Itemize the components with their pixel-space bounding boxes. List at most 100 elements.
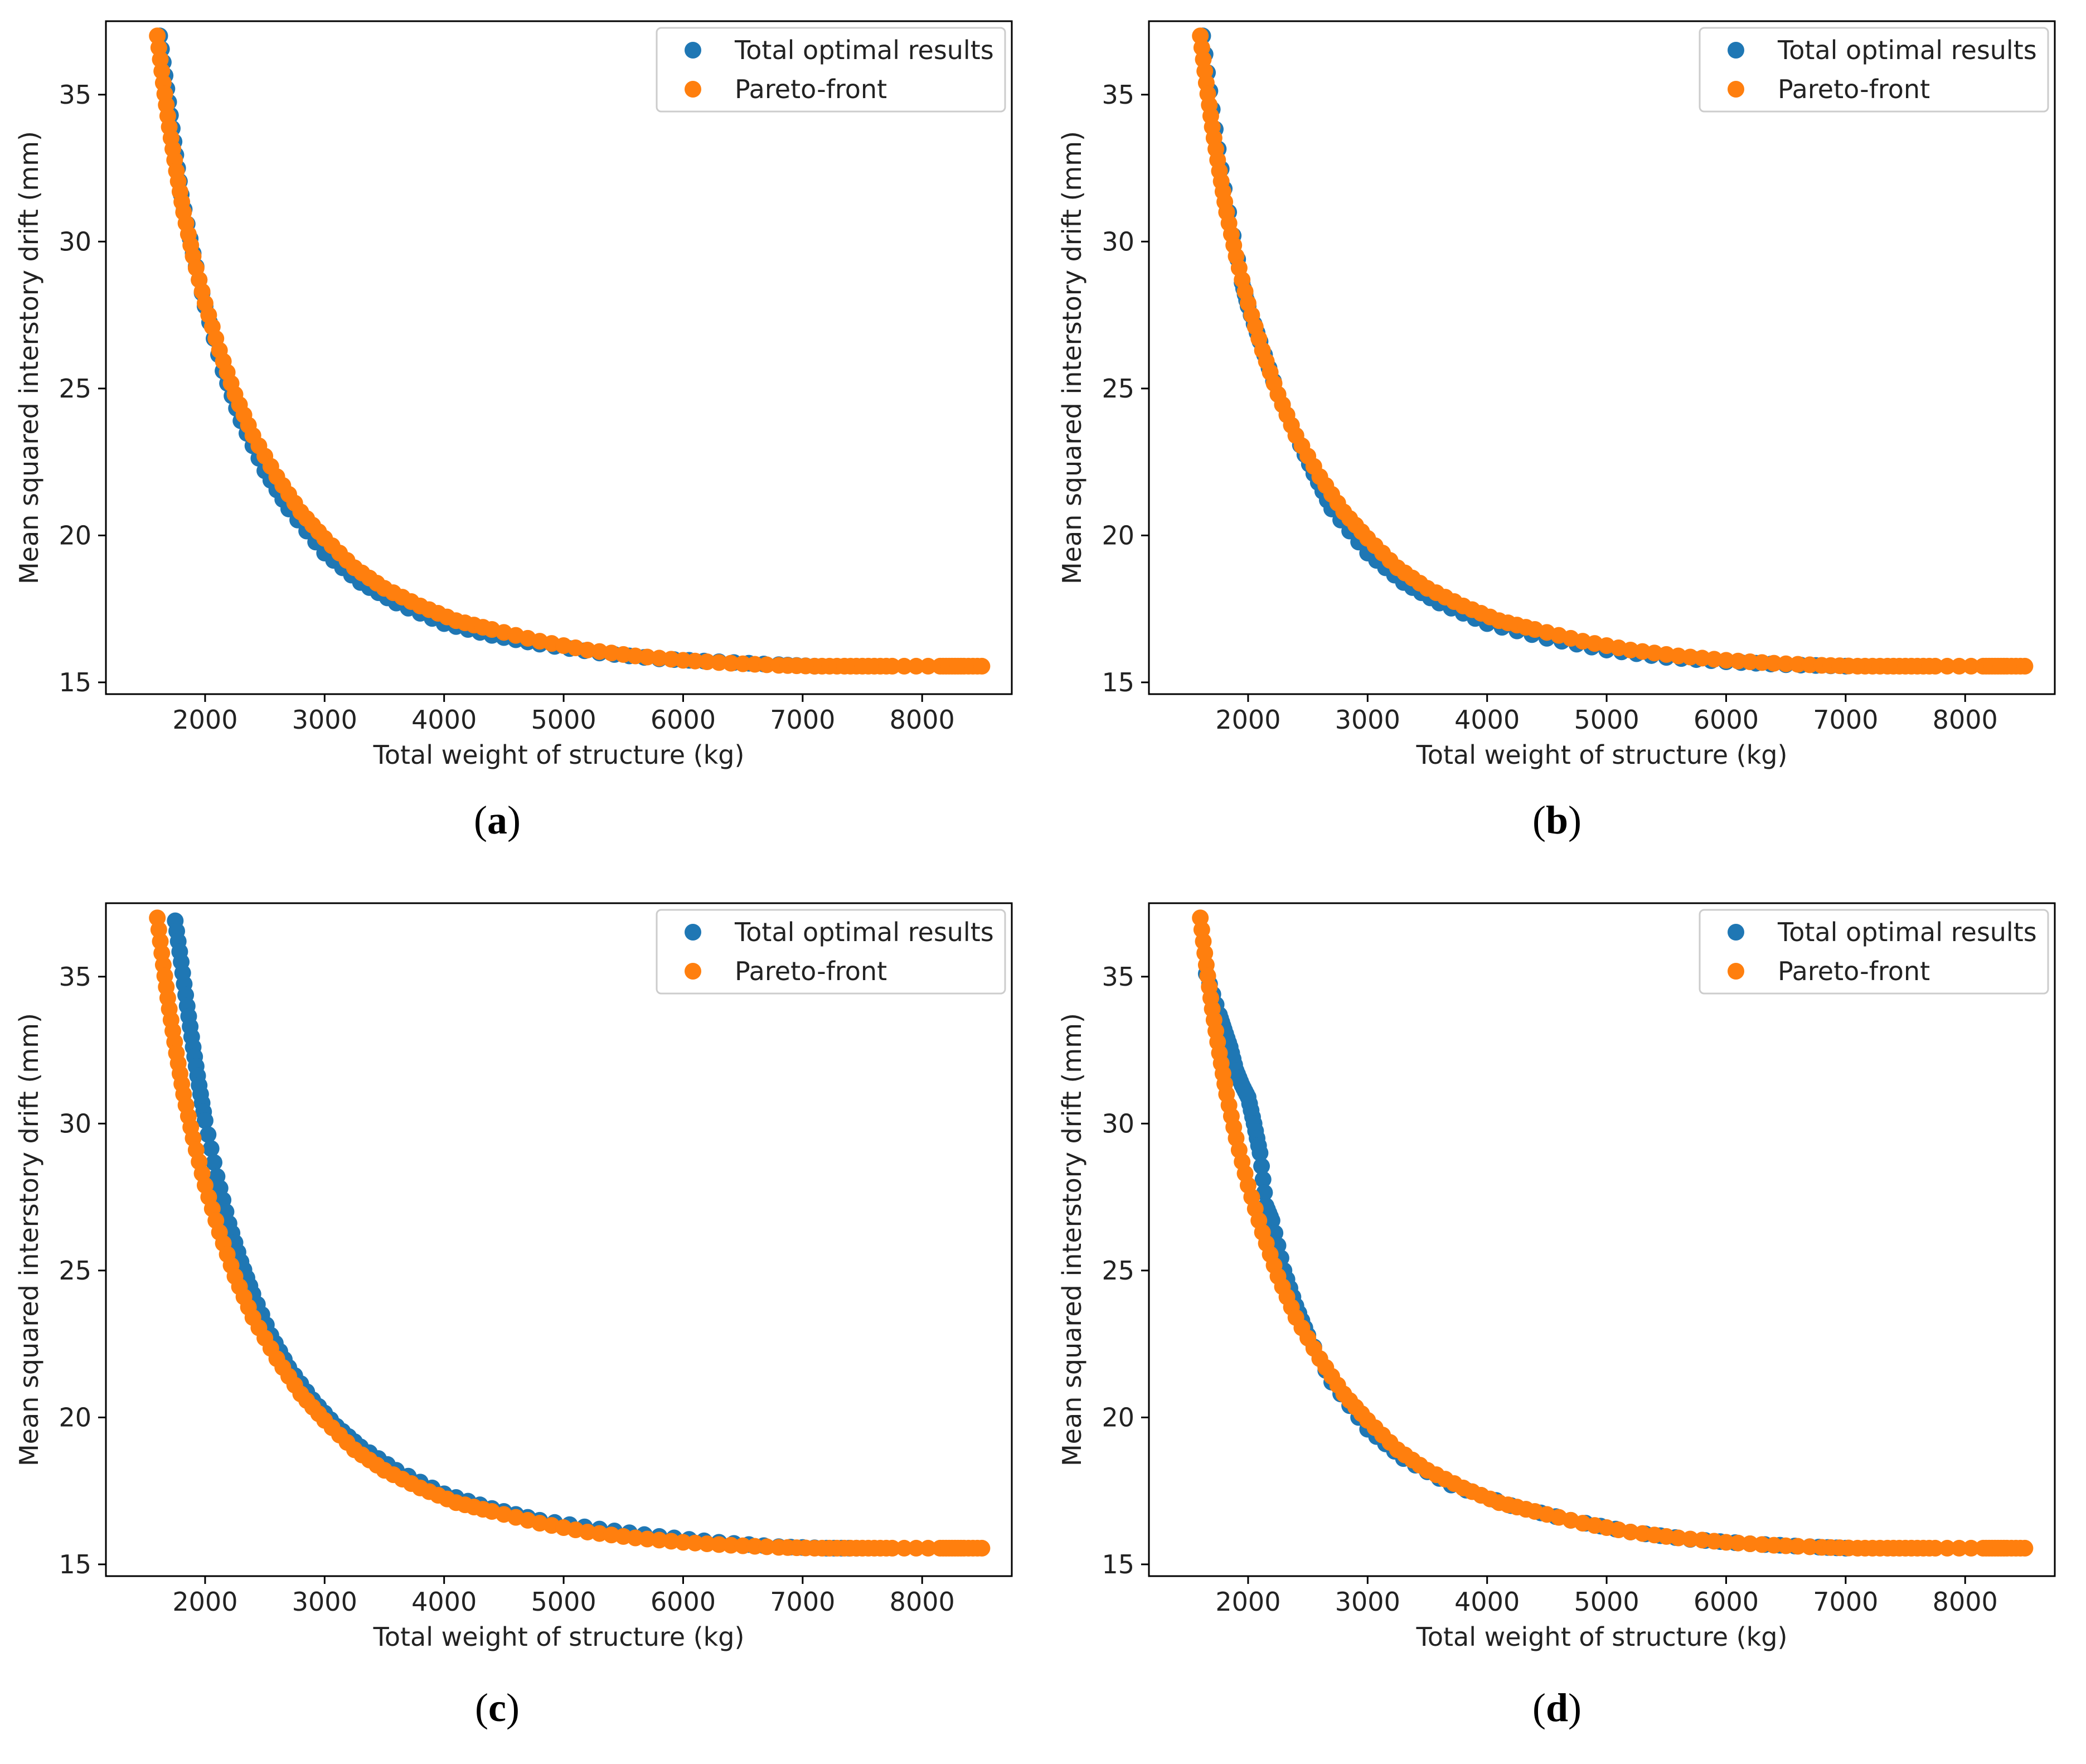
pareto-front-point [1777,1537,1794,1554]
pareto-front-point [1765,1537,1783,1554]
legend-marker [1728,81,1744,98]
caption-close: ) [507,798,521,842]
pareto-front-point [1777,655,1794,672]
pareto-front-point [1927,657,1944,675]
y-tick-label: 35 [59,962,91,992]
pareto-front-point [722,655,740,672]
caption-letter: d [1545,1685,1569,1730]
y-tick-label: 35 [1102,80,1134,110]
x-tick-label: 7000 [1813,705,1878,735]
x-tick-label: 4000 [1454,705,1520,735]
pareto-front-point [746,656,764,673]
total-optimal-point [1251,1145,1269,1162]
pareto-front-point [973,657,991,675]
pareto-front-point [675,1534,692,1551]
legend-marker [1728,42,1744,59]
pareto-front-point [1718,652,1735,669]
x-tick-label: 7000 [770,1587,835,1617]
pareto-front-point [1939,657,1956,675]
legend-box [1699,27,2049,113]
total-optimal-point [196,1112,214,1130]
pareto-front-point [884,657,901,675]
y-tick-label: 30 [1102,1108,1134,1138]
x-tick-label: 2000 [1215,705,1280,735]
pareto-front-point [710,654,727,671]
total-optimal-point [202,1140,220,1157]
x-axis-label: Total weight of structure (kg) [373,740,745,770]
x-tick-label: 2000 [172,705,237,735]
total-optimal-point [1254,1171,1272,1188]
points-layer [1192,909,2034,1557]
pareto-front-point [710,1536,727,1553]
chart-svg-d: 2000 3000 4000 5000 6000 7000 8000 15 20 25 30 35 To… [1057,902,2056,1652]
x-tick-label: 6000 [651,1587,716,1617]
pareto-front-point [758,1538,775,1555]
caption-a: (a) [414,797,581,844]
x-axis-label: Total weight of structure (kg) [1416,740,1788,770]
pareto-front-point [973,1539,991,1557]
pareto-front-point [919,657,937,675]
caption-open: ( [474,798,487,842]
y-tick-label: 25 [1102,1256,1134,1286]
y-tick-label: 20 [59,520,91,550]
legend-box [1699,909,2049,995]
y-tick-label: 15 [1102,1549,1134,1579]
legend-label: Total optimal results [734,35,994,65]
x-tick-label: 5000 [1574,705,1639,735]
legend-label: Pareto-front [1778,956,1930,986]
total-optimal-point [1256,1184,1273,1201]
caption-close: ) [1568,1685,1582,1730]
pareto-front-point [1741,653,1759,671]
y-tick-label: 20 [59,1402,91,1432]
y-tick-label: 25 [1102,374,1134,404]
caption-open: ( [475,1685,489,1730]
y-tick-label: 20 [1102,520,1134,550]
caption-c: (c) [414,1685,581,1731]
pareto-front-point [1753,1536,1770,1553]
pareto-front-point [1962,1539,1980,1557]
pareto-front-point [1765,655,1783,672]
pareto-front-point [1951,1539,1968,1557]
pareto-front-point [1939,1539,1956,1557]
legend-marker [685,963,701,980]
points-layer [149,909,991,1557]
y-tick-label: 15 [59,1549,91,1579]
chart-panel-c: 2000 3000 4000 5000 6000 7000 8000 15 20 25 30 35 To… [0,882,1043,1764]
x-tick-label: 8000 [890,1587,955,1617]
x-axis-label: Total weight of structure (kg) [373,1622,745,1652]
points-layer [1192,27,2034,675]
pareto-front-point [1801,1538,1818,1555]
pareto-front-point [1753,654,1770,671]
x-tick-label: 6000 [651,705,716,735]
pareto-front-point [1718,1534,1735,1551]
pareto-front-point [734,655,751,672]
caption-open: ( [1532,798,1546,842]
pareto-front-point [919,1539,937,1557]
x-tick-label: 3000 [292,1587,357,1617]
chart-svg-a: 2000 3000 4000 5000 6000 7000 8000 15 20 25 30 35 To… [14,20,1013,770]
pareto-front-point [1729,652,1747,670]
x-tick-label: 4000 [1454,1587,1520,1617]
pareto-front-point [1951,657,1968,675]
x-tick-label: 5000 [531,1587,596,1617]
x-tick-label: 8000 [1933,705,1998,735]
x-tick-label: 2000 [172,1587,237,1617]
caption-d: (d) [1473,1685,1641,1731]
caption-letter: c [488,1685,506,1730]
pareto-front-point [1741,1535,1759,1553]
legend-box [656,27,1006,113]
pareto-front-point [1729,1534,1747,1552]
caption-b: (b) [1473,797,1641,844]
x-tick-label: 5000 [531,705,596,735]
legend-marker [1728,963,1744,980]
legend-label: Pareto-front [1778,74,1930,104]
caption-letter: a [487,798,507,842]
legend-box [656,909,1006,995]
points-layer [149,27,991,675]
legend-marker [685,924,701,941]
x-tick-label: 3000 [1335,1587,1400,1617]
pareto-front-point [1801,656,1818,673]
plot-frame [105,902,1013,1577]
y-tick-label: 25 [59,374,91,404]
y-tick-label: 15 [59,667,91,697]
